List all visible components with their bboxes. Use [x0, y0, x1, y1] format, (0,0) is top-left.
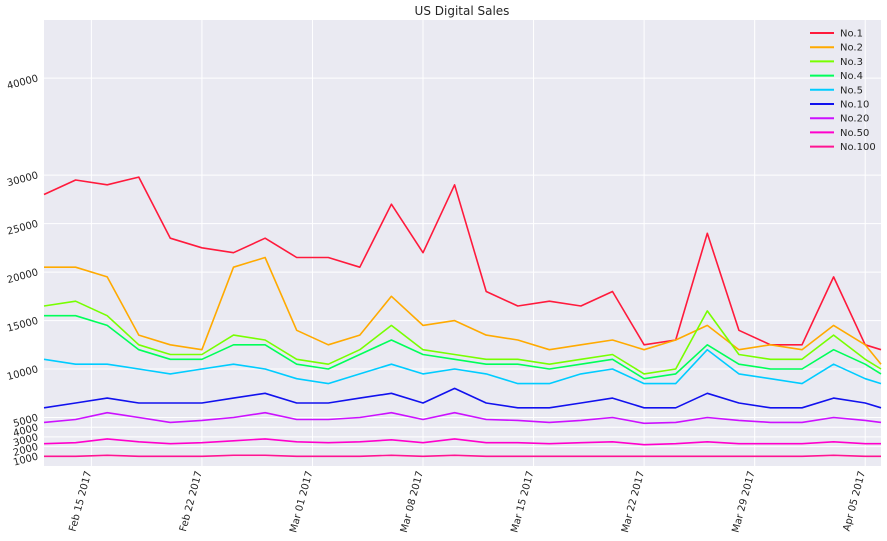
grid-lines — [44, 20, 881, 466]
legend-label: No.10 — [840, 100, 869, 111]
legend: No.1 No.2 No.3 No.4 No.5 No.10 No.20 No.50 No.10… — [810, 29, 876, 153]
legend-label: No.100 — [840, 142, 876, 153]
series-line-no50 — [43, 438, 881, 446]
legend-label: No.2 — [840, 43, 863, 54]
series-line-no1 — [43, 176, 882, 351]
legend-label: No.1 — [840, 29, 863, 40]
series-line-no10 — [43, 387, 882, 409]
series-line-no2 — [44, 256, 882, 365]
series-line-no3 — [43, 300, 882, 375]
series-line-no100 — [44, 454, 881, 458]
legend-label: No.3 — [840, 57, 863, 68]
series-line-no4 — [44, 314, 882, 380]
chart-title: US Digital Sales — [415, 4, 510, 18]
series-line-no5 — [43, 348, 882, 385]
series-line-no20 — [43, 411, 882, 425]
legend-label: No.4 — [840, 71, 863, 82]
plot-area — [44, 20, 881, 466]
legend-label: No.20 — [840, 114, 869, 125]
legend-label: No.50 — [840, 128, 869, 139]
series-layer — [43, 176, 882, 458]
legend-label: No.5 — [840, 85, 863, 96]
